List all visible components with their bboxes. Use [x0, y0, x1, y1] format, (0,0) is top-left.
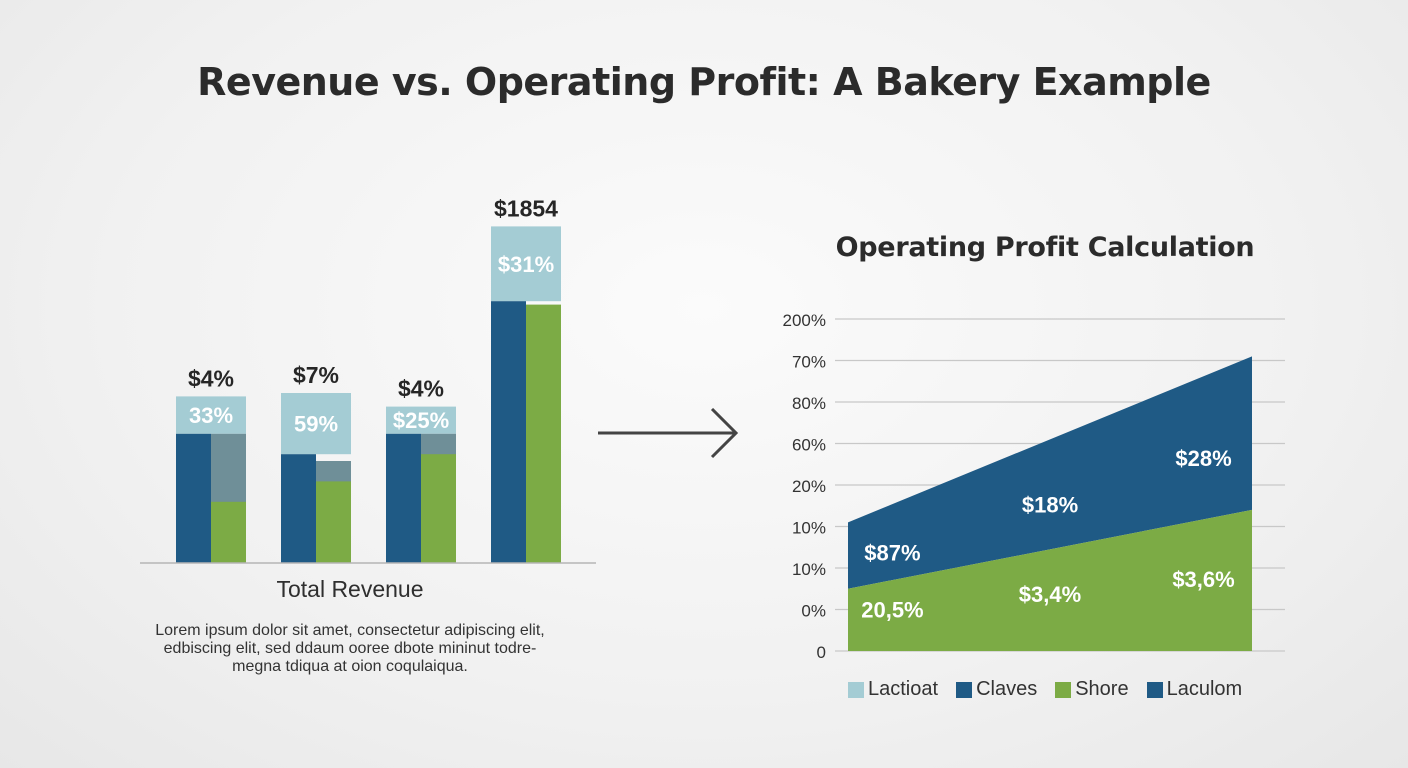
- bar-green: [316, 481, 351, 563]
- revenue-description: Lorem ipsum dolor sit amet, consectetur …: [155, 622, 545, 675]
- revenue-axis-label: Total Revenue: [276, 576, 424, 602]
- bar-blue: [281, 454, 316, 563]
- bar-green: [211, 501, 246, 563]
- bar-top-band: [386, 406, 456, 434]
- bar-top-label: $1854: [494, 195, 558, 221]
- area-shore: [848, 509, 1252, 651]
- legend-label: Laculom: [1166, 678, 1243, 700]
- area-claves: [848, 356, 1252, 589]
- bar-top-label: $7%: [293, 362, 339, 388]
- bar-band-label: $25%: [393, 408, 449, 433]
- profit-chart-title: Operating Profit Calculation: [835, 232, 1255, 263]
- y-tick-label: 10%: [792, 560, 826, 579]
- y-tick-label: 20%: [792, 477, 826, 496]
- bar-top-label: $4%: [398, 376, 444, 402]
- area-value-label: $18%: [1022, 493, 1078, 518]
- bar-top-band: [281, 393, 351, 455]
- bar-band-label: 33%: [189, 403, 233, 428]
- bar-blue: [386, 433, 421, 563]
- legend-label: Claves: [976, 678, 1038, 700]
- area-value-label: $3,6%: [1172, 567, 1234, 592]
- legend-swatch: [1146, 681, 1163, 698]
- legend-item: Lactioat: [848, 678, 938, 701]
- bar-band-label: 59%: [294, 412, 338, 437]
- arrow-right-icon: [598, 408, 739, 459]
- bar-band-label: $31%: [498, 252, 554, 277]
- y-tick-label: 0: [817, 643, 826, 662]
- legend-label: Shore: [1075, 678, 1129, 700]
- y-tick-label: 0%: [801, 602, 826, 621]
- area-value-label: 20,5%: [861, 597, 923, 622]
- bar-top-band: [176, 396, 246, 434]
- y-tick-label: 80%: [792, 394, 826, 413]
- area-value-label: $87%: [864, 540, 920, 565]
- bar-top-band: [491, 226, 561, 302]
- area-value-label: $3,4%: [1019, 582, 1081, 607]
- y-tick-label: 200%: [783, 311, 826, 330]
- y-tick-label: 10%: [792, 519, 826, 538]
- legend-swatch: [848, 681, 864, 698]
- profit-area-chart: 200% 70% 80% 60% 20% 10% 10% 0% 0 $87% $18% $28% 20,…: [783, 311, 1285, 662]
- bar-top-label: $4%: [188, 365, 234, 391]
- legend-item: Claves: [956, 678, 1037, 701]
- bar-green: [526, 304, 561, 563]
- legend-swatch: [1055, 681, 1072, 698]
- profit-legend: Lactioat Claves Shore Laculom: [848, 678, 1242, 701]
- bar-green: [421, 454, 456, 563]
- legend-label: Lactioat: [868, 678, 939, 700]
- y-tick-label: 60%: [792, 436, 826, 455]
- legend-swatch: [956, 681, 973, 698]
- main-title: Revenue vs. Operating Profit: A Bakery E…: [197, 60, 1211, 104]
- bar-blue: [176, 433, 211, 563]
- area-value-label: $28%: [1175, 446, 1231, 471]
- legend-item: Shore: [1055, 678, 1129, 701]
- legend-item: Laculom: [1146, 678, 1243, 701]
- bar-blue: [491, 301, 526, 563]
- revenue-bar-chart: 33% $4% 59% $7% $25% $4% $31% $1854: [140, 195, 596, 564]
- y-tick-label: 70%: [792, 353, 826, 372]
